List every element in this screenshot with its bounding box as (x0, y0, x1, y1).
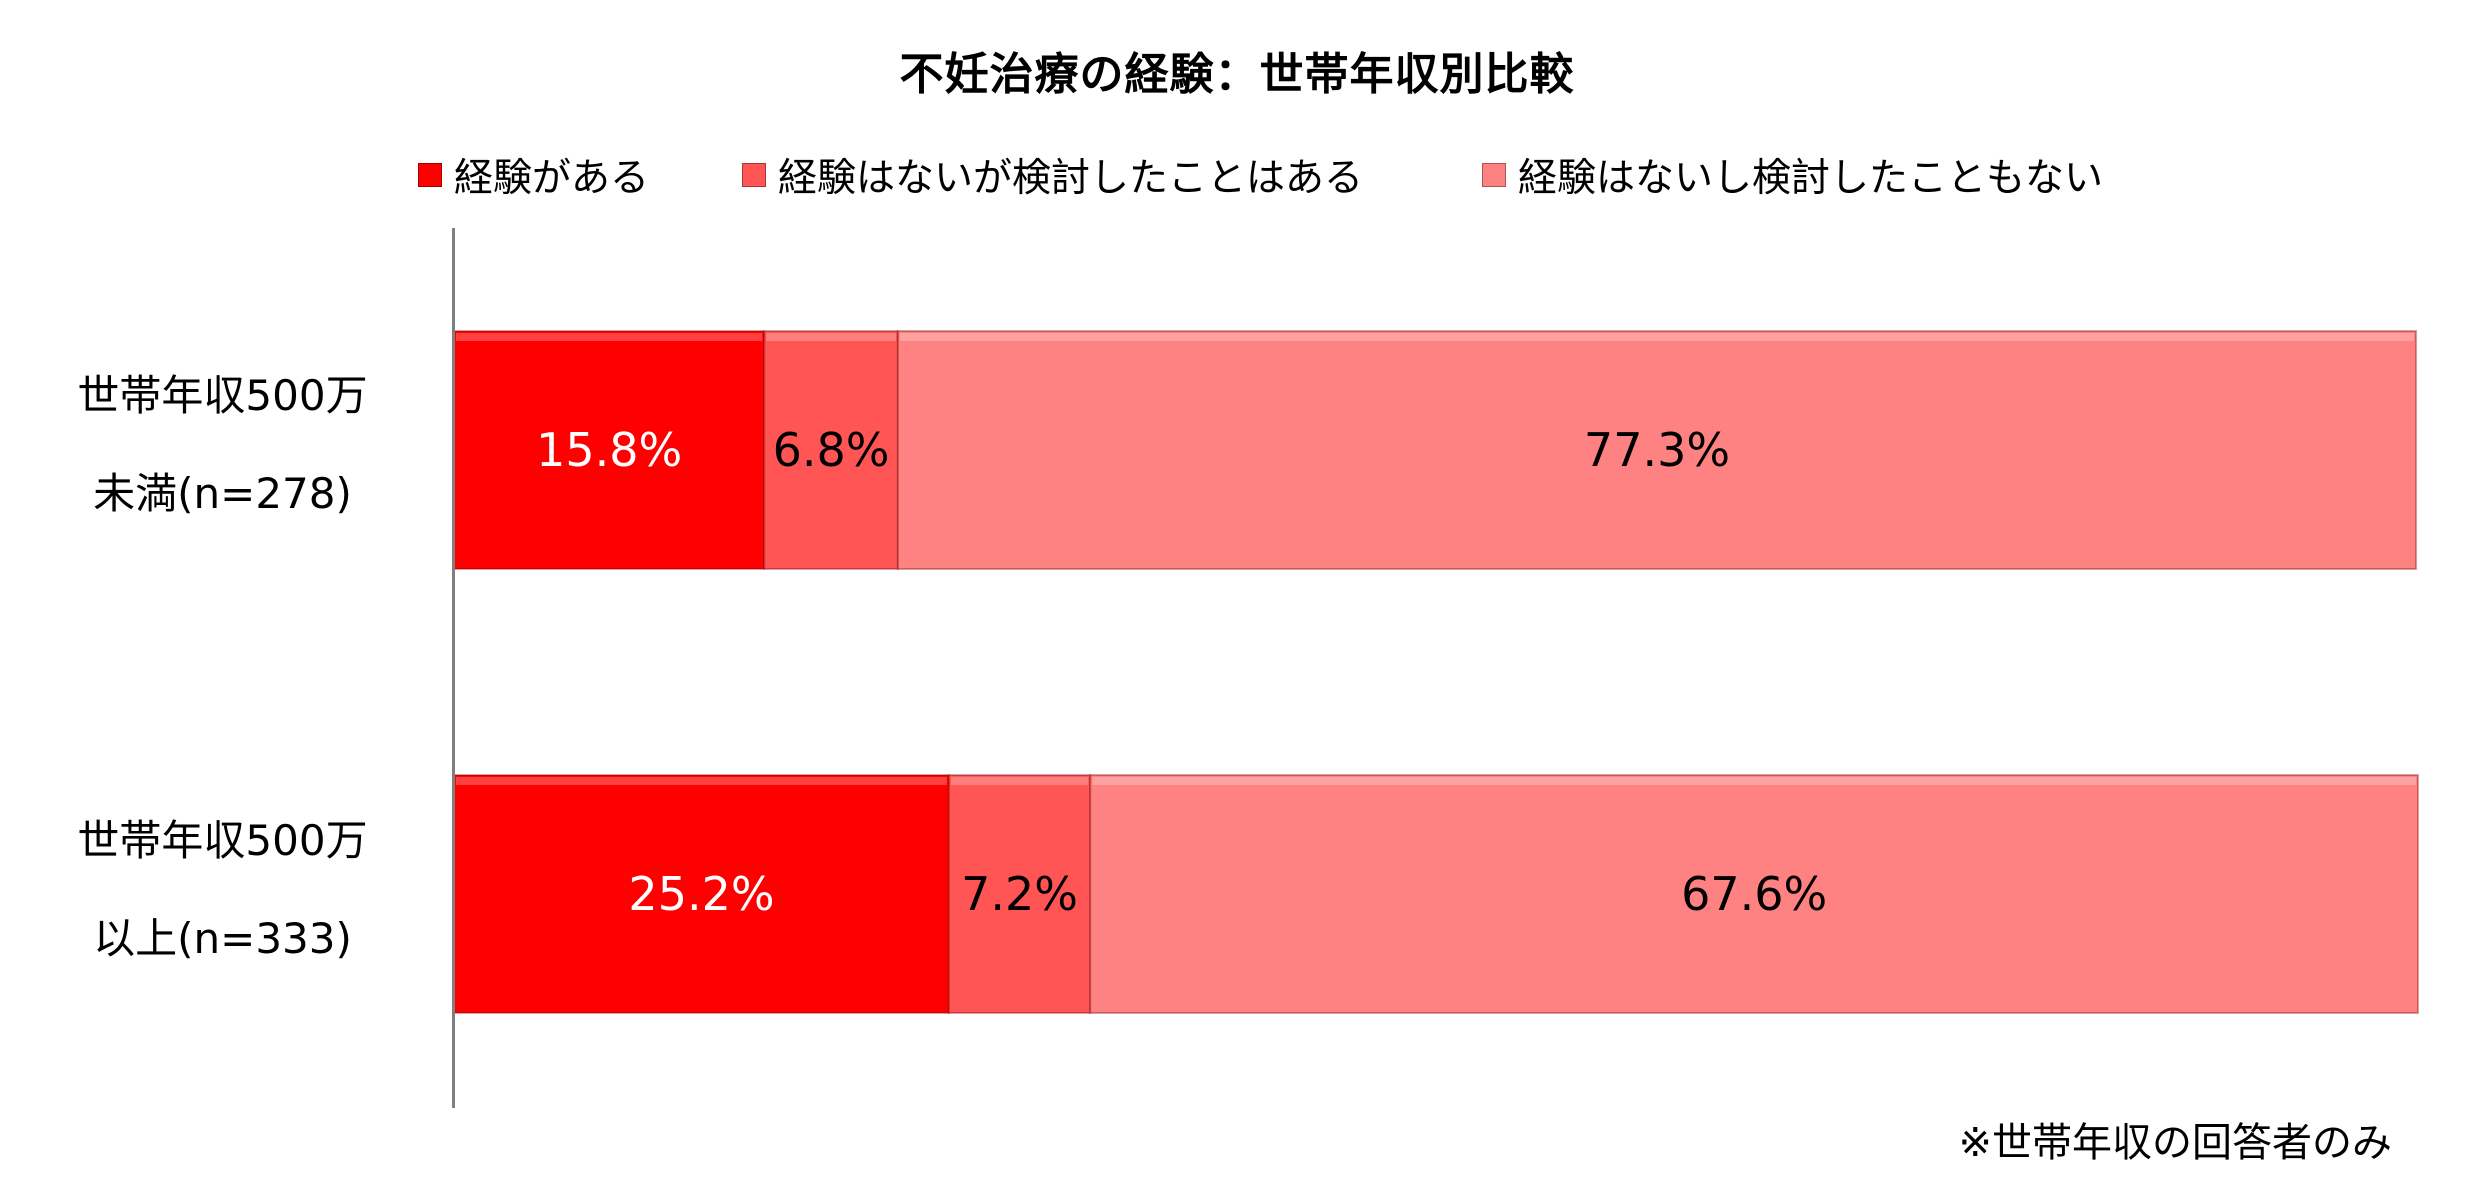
category-label-under-500: 世帯年収500万 未満(n=278) (30, 347, 415, 543)
data-label-under-500-considered: 6.8% (773, 423, 890, 477)
data-label-over-500-experienced: 25.2% (628, 867, 774, 921)
footnote: ※世帯年収の回答者のみ (1958, 1120, 2392, 1166)
legend-swatch-never (1482, 163, 1506, 187)
bar-highlight-over-500-never (1092, 777, 2416, 785)
legend-item-never: 経験はないし検討したこともない (1482, 150, 2104, 201)
legend-label-never: 経験はないし検討したこともない (1518, 156, 2104, 201)
category-label-over-500-line1: 世帯年収500万 (77, 816, 368, 865)
data-label-under-500-never: 77.3% (1584, 423, 1730, 477)
data-label-over-500-never: 67.6% (1681, 867, 1827, 921)
category-label-under-500-line2: 未満(n=278) (93, 469, 352, 518)
bar-under-500-experienced (453, 330, 766, 570)
chart-title: 不妊治療の経験：世帯年収別比較 (899, 49, 1575, 100)
bar-over-500-experienced (453, 774, 950, 1014)
bar-over-500-considered (947, 774, 1092, 1014)
bar-highlight-over-500-experienced (456, 777, 947, 785)
legend-swatch-experienced (418, 163, 442, 187)
bar-highlight-over-500-considered (950, 777, 1089, 785)
legend-item-experienced: 経験がある (418, 150, 650, 201)
legend-swatch-considered (742, 163, 766, 187)
y-axis-line (452, 228, 455, 1108)
bar-over-500-never (1089, 774, 2419, 1014)
legend-label-experienced: 経験がある (454, 156, 650, 201)
category-label-over-500-line2: 以上(n=333) (93, 914, 352, 963)
data-label-under-500-experienced: 15.8% (536, 423, 682, 477)
bar-highlight-under-500-experienced (456, 333, 763, 341)
category-label-over-500: 世帯年収500万 以上(n=333) (30, 792, 415, 988)
bar-highlight-under-500-considered (766, 333, 896, 341)
bar-under-500-never (896, 330, 2418, 570)
legend-item-considered: 経験はないが検討したことはある (742, 150, 1364, 201)
category-label-under-500-line1: 世帯年収500万 (77, 371, 368, 420)
bar-highlight-under-500-never (899, 333, 2415, 341)
data-label-over-500-considered: 7.2% (961, 867, 1078, 921)
legend-label-considered: 経験はないが検討したことはある (778, 156, 1364, 201)
